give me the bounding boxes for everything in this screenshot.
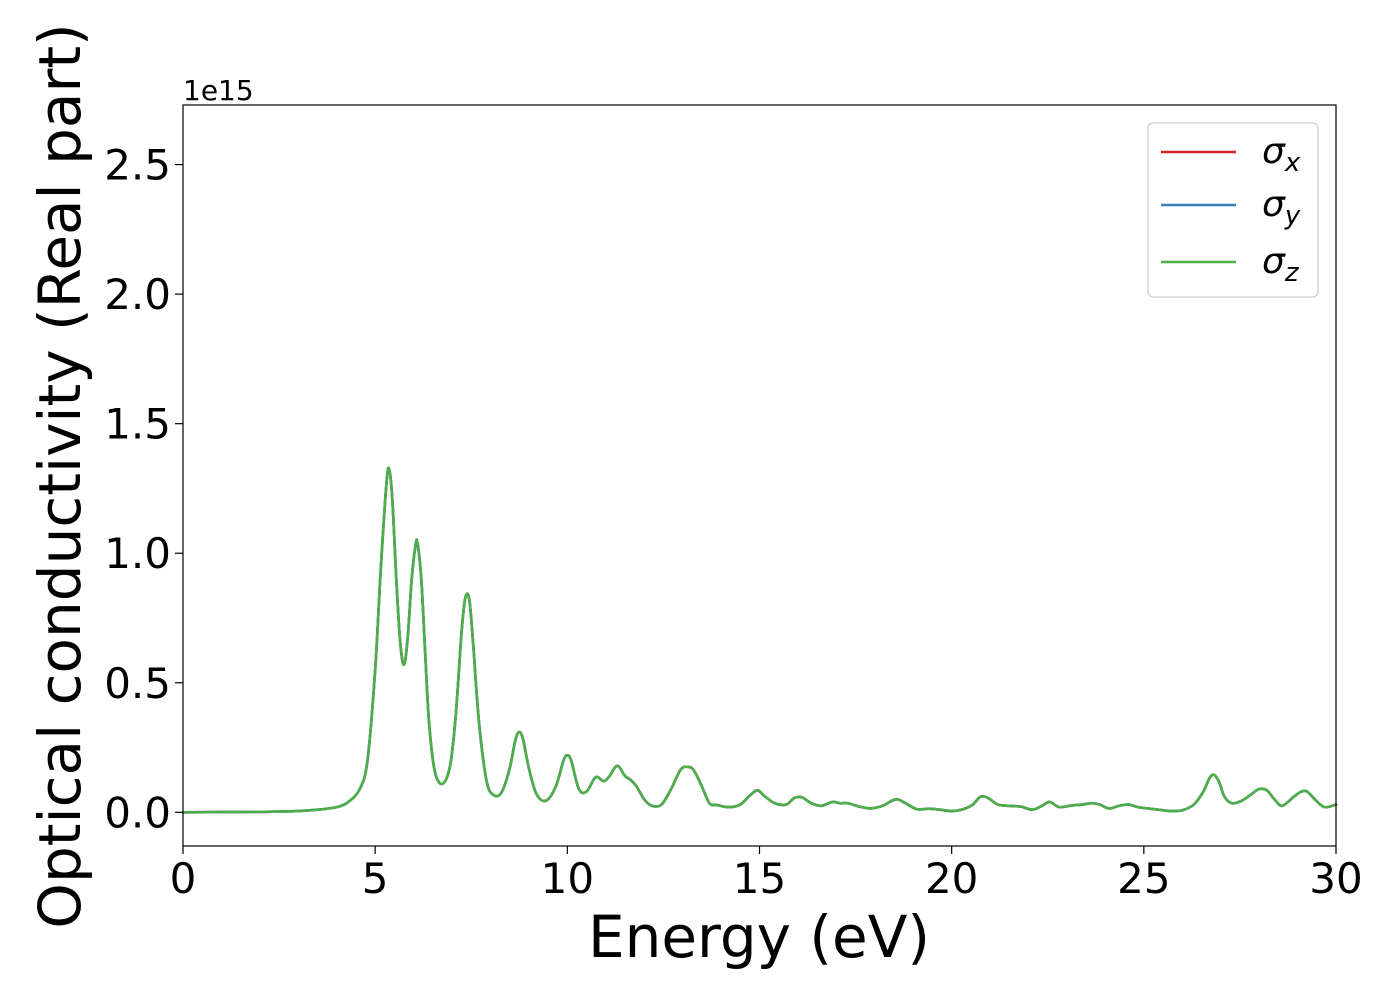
series-line-z bbox=[181, 466, 1338, 814]
series-layer bbox=[181, 466, 1338, 814]
x-tick-label: 25 bbox=[1117, 854, 1170, 903]
legend-label: σx bbox=[1262, 131, 1301, 178]
legend-subscript: y bbox=[1284, 201, 1301, 231]
legend-subscript: x bbox=[1284, 148, 1301, 178]
y-tick-label: 2.0 bbox=[104, 270, 171, 319]
x-axis-ticks: 0 5 10 15 20 25 30 bbox=[170, 846, 1363, 903]
y-axis-label: Optical conductivity (Real part) bbox=[26, 23, 94, 928]
x-tick-label: 10 bbox=[541, 854, 594, 903]
legend-symbol: σ bbox=[1262, 241, 1286, 282]
x-tick-label: 5 bbox=[362, 854, 389, 903]
y-offset-text: 1e15 bbox=[183, 74, 254, 107]
x-tick-label: 0 bbox=[170, 854, 197, 903]
y-tick-label: 0.0 bbox=[104, 788, 171, 837]
legend-label: σy bbox=[1262, 184, 1301, 231]
y-tick-label: 2.5 bbox=[104, 141, 171, 190]
legend-label: σz bbox=[1262, 241, 1300, 288]
y-tick-label: 1.5 bbox=[104, 400, 171, 449]
x-tick-label: 20 bbox=[925, 854, 978, 903]
legend-symbol: σ bbox=[1262, 184, 1286, 225]
x-tick-label: 15 bbox=[733, 854, 786, 903]
y-tick-label: 1.0 bbox=[104, 529, 171, 578]
legend-symbol: σ bbox=[1262, 131, 1286, 172]
legend-box bbox=[1147, 122, 1319, 298]
plot-area bbox=[183, 105, 1336, 846]
x-tick-label: 30 bbox=[1309, 854, 1362, 903]
legend-subscript: z bbox=[1284, 258, 1300, 288]
y-tick-label: 0.5 bbox=[104, 659, 171, 708]
x-axis-label: Energy (eV) bbox=[588, 903, 930, 971]
y-axis-ticks: 0.0 0.5 1.0 1.5 2.0 2.5 bbox=[104, 141, 183, 837]
